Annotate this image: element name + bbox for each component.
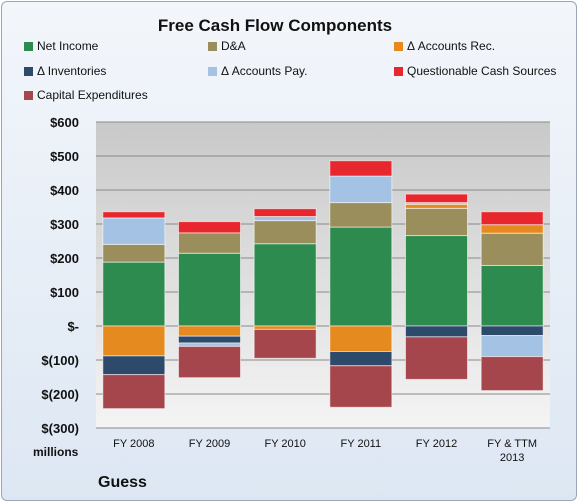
plot-background <box>96 122 550 428</box>
x-tick-label: FY 2008 <box>113 438 154 450</box>
chart-title: Free Cash Flow Components <box>157 16 393 35</box>
legend-item: Questionable Cash Sources <box>394 64 556 78</box>
bar-segment <box>405 325 468 338</box>
bar-segment <box>480 211 544 226</box>
legend-swatch <box>24 42 33 51</box>
company-label: Guess <box>98 474 147 491</box>
legend-swatch <box>24 91 33 100</box>
bar-segment <box>405 203 468 209</box>
x-tick-label: FY 2012 <box>416 438 457 450</box>
y-tick-label: $- <box>67 319 79 334</box>
bar-segment <box>178 335 241 344</box>
bar-segment <box>253 243 317 327</box>
bar-segment <box>178 232 241 254</box>
y-tick-label: $(100) <box>41 353 79 368</box>
legend-label: Capital Expenditures <box>37 88 148 102</box>
bar-segment <box>329 160 393 177</box>
bar-segment <box>102 355 166 376</box>
legend-item: Δ Accounts Rec. <box>394 39 495 53</box>
legend-label: Δ Inventories <box>37 64 107 78</box>
bar-segment <box>253 325 317 330</box>
legend-label: Δ Accounts Rec. <box>407 39 496 53</box>
bar-segment <box>329 365 393 408</box>
bar-segment <box>178 221 241 234</box>
legend-label: Questionable Cash Sources <box>407 64 557 78</box>
bar-segment <box>102 211 166 219</box>
bar-segment <box>329 226 393 327</box>
bar-segment <box>102 374 166 410</box>
x-tick-label: FY 2010 <box>264 438 305 450</box>
bar-segment <box>329 325 393 352</box>
x-tick-label: FY & TTM 2013 <box>487 438 537 464</box>
legend-swatch <box>24 67 33 76</box>
bar-segment <box>102 261 166 327</box>
bar-segment <box>178 325 241 337</box>
y-tick-label: $500 <box>50 149 79 164</box>
bar-segment <box>102 217 166 245</box>
legend-item: Δ Inventories <box>24 64 106 78</box>
bar-segment <box>102 243 166 263</box>
bar-segment <box>329 351 393 367</box>
y-tick-label: $600 <box>50 115 79 130</box>
y-tick-label: $(200) <box>41 387 79 402</box>
bar-segment <box>178 252 241 327</box>
bar-segment <box>405 207 468 237</box>
bar-segment <box>480 264 544 327</box>
bar-segment <box>178 342 241 347</box>
legend-swatch <box>394 67 403 76</box>
legend-swatch <box>394 42 403 51</box>
bar-segment <box>329 175 393 204</box>
bar-segment <box>253 328 317 359</box>
legend-swatch <box>208 67 217 76</box>
x-tick-label: FY 2009 <box>189 438 230 450</box>
y-tick-label: $200 <box>50 251 79 266</box>
x-tick-label: FY 2011 <box>341 438 382 450</box>
bar-segment <box>405 235 468 327</box>
bar-segment <box>480 325 544 337</box>
bar-segment <box>480 335 544 358</box>
bar-segment <box>253 216 317 222</box>
legend-item: D&A <box>208 39 246 53</box>
legend-label: D&A <box>221 39 246 53</box>
legend-label: Δ Accounts Pay. <box>221 64 308 78</box>
legend-swatch <box>208 42 217 51</box>
legend-item: Net Income <box>24 39 98 53</box>
bar-segment <box>253 220 317 245</box>
y-tick-label: $(300) <box>41 421 79 436</box>
bar-segment <box>405 336 468 380</box>
legend-label: Net Income <box>37 39 99 53</box>
legend-item: Δ Accounts Pay. <box>208 64 308 78</box>
bar-segment <box>405 193 468 204</box>
bar-segment <box>329 202 393 228</box>
bar-segment <box>178 345 241 379</box>
bar-segment <box>102 325 166 357</box>
y-tick-label: $300 <box>50 217 79 232</box>
bar-segment <box>480 224 544 234</box>
units-label: millions <box>33 445 79 459</box>
y-tick-label: $100 <box>50 285 79 300</box>
bar-segment <box>480 356 544 392</box>
legend-item: Capital Expenditures <box>24 88 148 102</box>
y-tick-label: $400 <box>50 183 79 198</box>
bar-segment <box>480 232 544 266</box>
bar-segment <box>253 208 317 218</box>
